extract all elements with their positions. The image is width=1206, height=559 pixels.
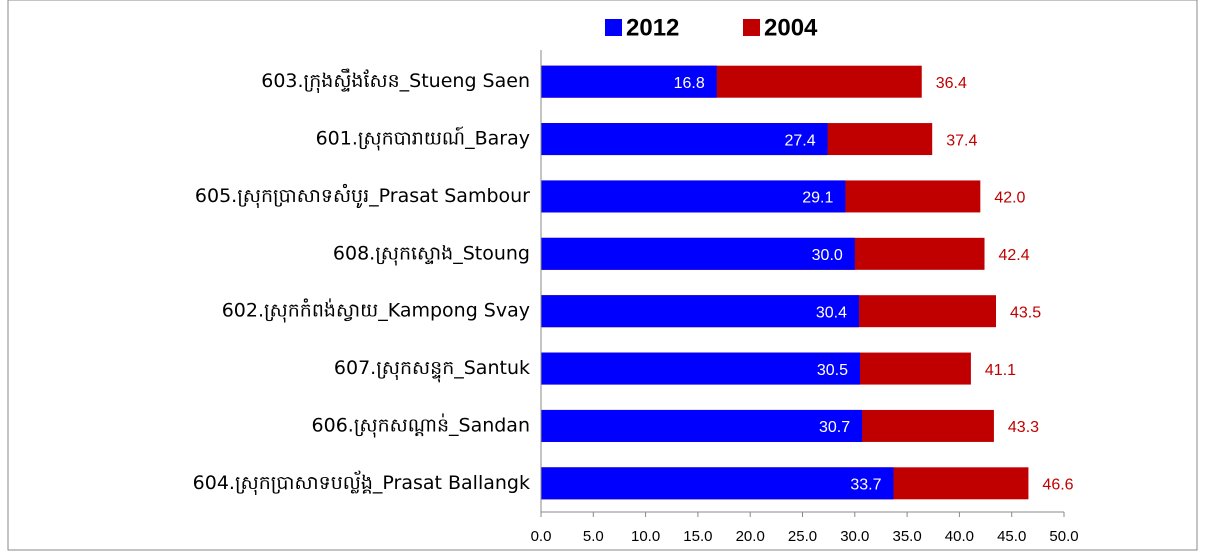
category-label: 606.ស្រុកសណ្ដាន់_Sandan <box>312 412 530 438</box>
legend-swatch <box>605 19 622 36</box>
category-label: 603.ក្រុងស្ទឹងសែន_Stueng Saen <box>261 68 530 94</box>
bar <box>541 467 894 500</box>
value-label: 30.4 <box>816 304 847 321</box>
x-tick-label: 20.0 <box>736 528 765 545</box>
x-tick-label: 5.0 <box>583 528 604 545</box>
x-tick-label: 0.0 <box>531 528 552 545</box>
bar <box>541 352 861 385</box>
legend-label: 2012 <box>626 14 679 41</box>
bar <box>541 237 855 270</box>
value-label: 27.4 <box>784 132 815 149</box>
x-tick-label: 40.0 <box>945 528 974 545</box>
value-label: 29.1 <box>802 190 833 207</box>
value-label: 43.3 <box>1008 419 1039 436</box>
x-tick-label: 15.0 <box>683 528 712 545</box>
value-label: 42.0 <box>994 190 1025 207</box>
value-label: 30.0 <box>812 247 843 264</box>
bar <box>541 123 828 156</box>
bar <box>541 295 859 328</box>
value-label: 42.4 <box>999 247 1030 264</box>
value-label: 30.5 <box>817 362 848 379</box>
legend-label: 2004 <box>764 14 818 41</box>
x-tick-label: 45.0 <box>997 528 1026 545</box>
value-label: 41.1 <box>985 362 1016 379</box>
bar <box>541 180 846 213</box>
value-label: 33.7 <box>850 477 881 494</box>
x-tick-label: 30.0 <box>840 528 869 545</box>
value-label: 16.8 <box>674 75 705 92</box>
value-label: 46.6 <box>1042 477 1073 494</box>
value-label: 43.5 <box>1010 304 1041 321</box>
category-label: 605.ស្រុកប្រាសាទសំបូរ_Prasat Sambour <box>195 183 530 209</box>
value-label: 37.4 <box>946 132 977 149</box>
category-label: 604.ស្រុកប្រាសាទបល្ល័ង្គ_Prasat Ballangk <box>193 470 530 496</box>
legend-swatch <box>743 19 760 36</box>
category-label: 607.ស្រុកសន្ទុក_Santuk <box>334 357 530 383</box>
category-label: 601.ស្រុកបារាយណ៍_Baray <box>316 126 530 152</box>
category-label: 608.ស្រុកស្ទោង_Stoung <box>333 242 530 266</box>
bar <box>541 65 717 98</box>
x-tick-label: 35.0 <box>892 528 921 545</box>
category-label: 602.ស្រុកកំពង់ស្វាយ_Kampong Svay <box>222 298 530 324</box>
bar <box>541 409 863 442</box>
x-tick-label: 10.0 <box>631 528 660 545</box>
x-tick-label: 50.0 <box>1049 528 1078 545</box>
value-label: 30.7 <box>819 419 850 436</box>
x-tick-label: 25.0 <box>788 528 817 545</box>
value-label: 36.4 <box>936 75 967 92</box>
